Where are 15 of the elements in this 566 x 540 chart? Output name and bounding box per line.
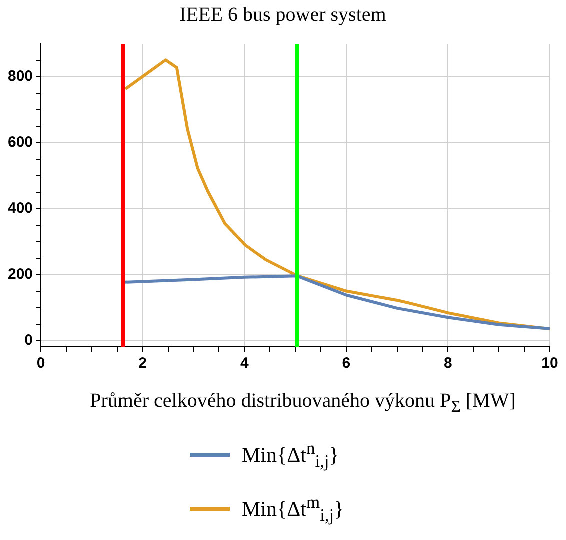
x-tick-label: 10	[542, 355, 558, 372]
y-tick-label: 600	[8, 134, 34, 152]
y-tick-label: 200	[8, 266, 34, 283]
x-tick-label: 0	[36, 355, 46, 372]
x-tick-label: 4	[240, 355, 250, 372]
x-tick-label: 8	[444, 355, 452, 372]
x-axis-title: Průměr celkového distribuovaného výkonu P$_{Σ}$ [MW]	[89, 389, 517, 418]
x-tick-label: 6	[342, 355, 351, 372]
x-tick-label: 2	[138, 355, 147, 372]
legend-label: Min{Δt$^{m}$$_{i,j}$}	[242, 491, 344, 528]
legend-label: Min{Δt$^{n}$$_{i,j}$}	[242, 437, 340, 474]
y-tick-label: 400	[8, 200, 34, 217]
y-tick-label: 0	[24, 332, 34, 349]
chart-title: IEEE 6 bus power system	[178, 3, 388, 28]
y-tick-label: 800	[8, 68, 34, 86]
